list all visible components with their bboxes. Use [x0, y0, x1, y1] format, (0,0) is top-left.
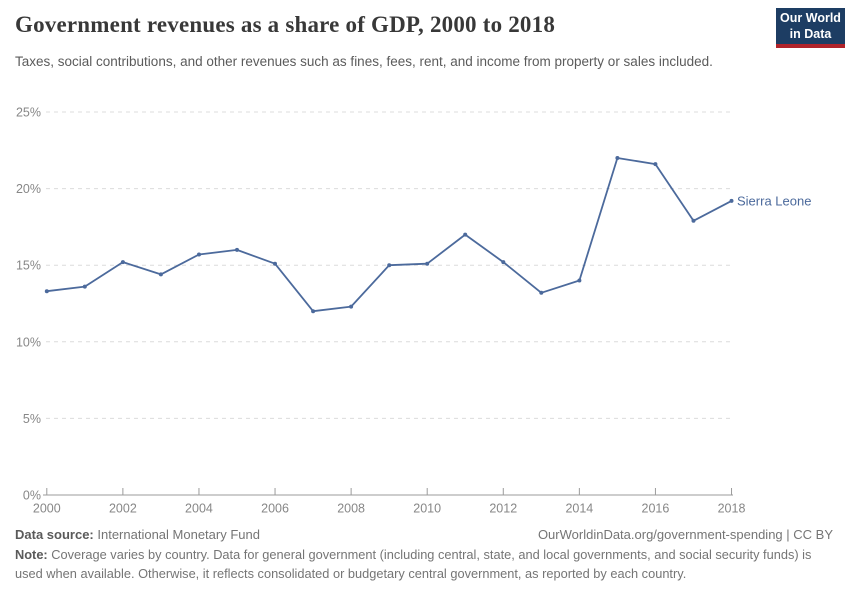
- data-point[interactable]: [311, 309, 316, 314]
- data-source-label: Data source:: [15, 527, 94, 542]
- y-tick-label: 10%: [16, 335, 41, 349]
- x-tick-label: 2010: [413, 502, 441, 516]
- data-point[interactable]: [691, 218, 696, 223]
- owid-logo-line2: in Data: [789, 26, 832, 41]
- x-tick-label: 2012: [489, 502, 517, 516]
- data-point[interactable]: [615, 156, 620, 160]
- data-point[interactable]: [158, 272, 163, 277]
- x-tick-label: 2008: [337, 502, 365, 516]
- data-point[interactable]: [387, 263, 392, 268]
- data-point[interactable]: [539, 290, 544, 295]
- x-tick-label: 2014: [565, 502, 593, 516]
- series-label[interactable]: Sierra Leone: [737, 193, 811, 208]
- x-tick-label: 2000: [33, 502, 61, 516]
- attribution-link[interactable]: OurWorldinData.org/government-spending |…: [537, 527, 833, 542]
- line-chart[interactable]: 0% 5% 10% 15% 20% 25% 2000 2002 2004 2006 2008 2010…: [0, 95, 850, 525]
- series-line[interactable]: [45, 157, 733, 313]
- data-source: Data source: International Monetary Fund: [15, 527, 260, 542]
- owid-logo[interactable]: Our World in Data: [776, 8, 845, 48]
- note-text: Coverage varies by country. Data for gen…: [15, 547, 812, 581]
- data-point[interactable]: [577, 278, 582, 283]
- chart-footer: Data source: International Monetary Fund…: [15, 527, 833, 583]
- y-tick-label: 20%: [16, 182, 41, 196]
- y-tick-label: 5%: [23, 412, 41, 426]
- y-tick-label: 25%: [16, 106, 41, 120]
- data-point[interactable]: [653, 162, 658, 167]
- x-tick-label: 2016: [642, 502, 670, 516]
- data-point[interactable]: [463, 232, 468, 237]
- data-point[interactable]: [501, 260, 506, 265]
- x-tick-label: 2002: [109, 502, 137, 516]
- chart-subtitle: Taxes, social contributions, and other r…: [15, 54, 713, 69]
- note-label: Note:: [15, 547, 48, 562]
- x-tick-label: 2018: [718, 502, 746, 516]
- x-tick-label: 2006: [261, 502, 289, 516]
- y-tick-label: 0%: [23, 489, 41, 503]
- data-point[interactable]: [82, 284, 87, 289]
- data-point[interactable]: [197, 252, 201, 257]
- data-source-value: International Monetary Fund: [97, 527, 260, 542]
- x-tick-label: 2004: [185, 502, 213, 516]
- data-point[interactable]: [349, 304, 354, 309]
- owid-logo-line1: Our World: [780, 11, 841, 25]
- data-point[interactable]: [120, 260, 125, 265]
- y-tick-label: 15%: [16, 259, 41, 273]
- page-title: Government revenues as a share of GDP, 2…: [15, 12, 556, 37]
- data-point[interactable]: [729, 198, 734, 203]
- data-point[interactable]: [235, 247, 239, 252]
- chart-note: Note: Coverage varies by country. Data f…: [15, 546, 833, 583]
- data-point[interactable]: [44, 289, 49, 294]
- data-point[interactable]: [425, 261, 430, 266]
- data-point[interactable]: [273, 261, 277, 266]
